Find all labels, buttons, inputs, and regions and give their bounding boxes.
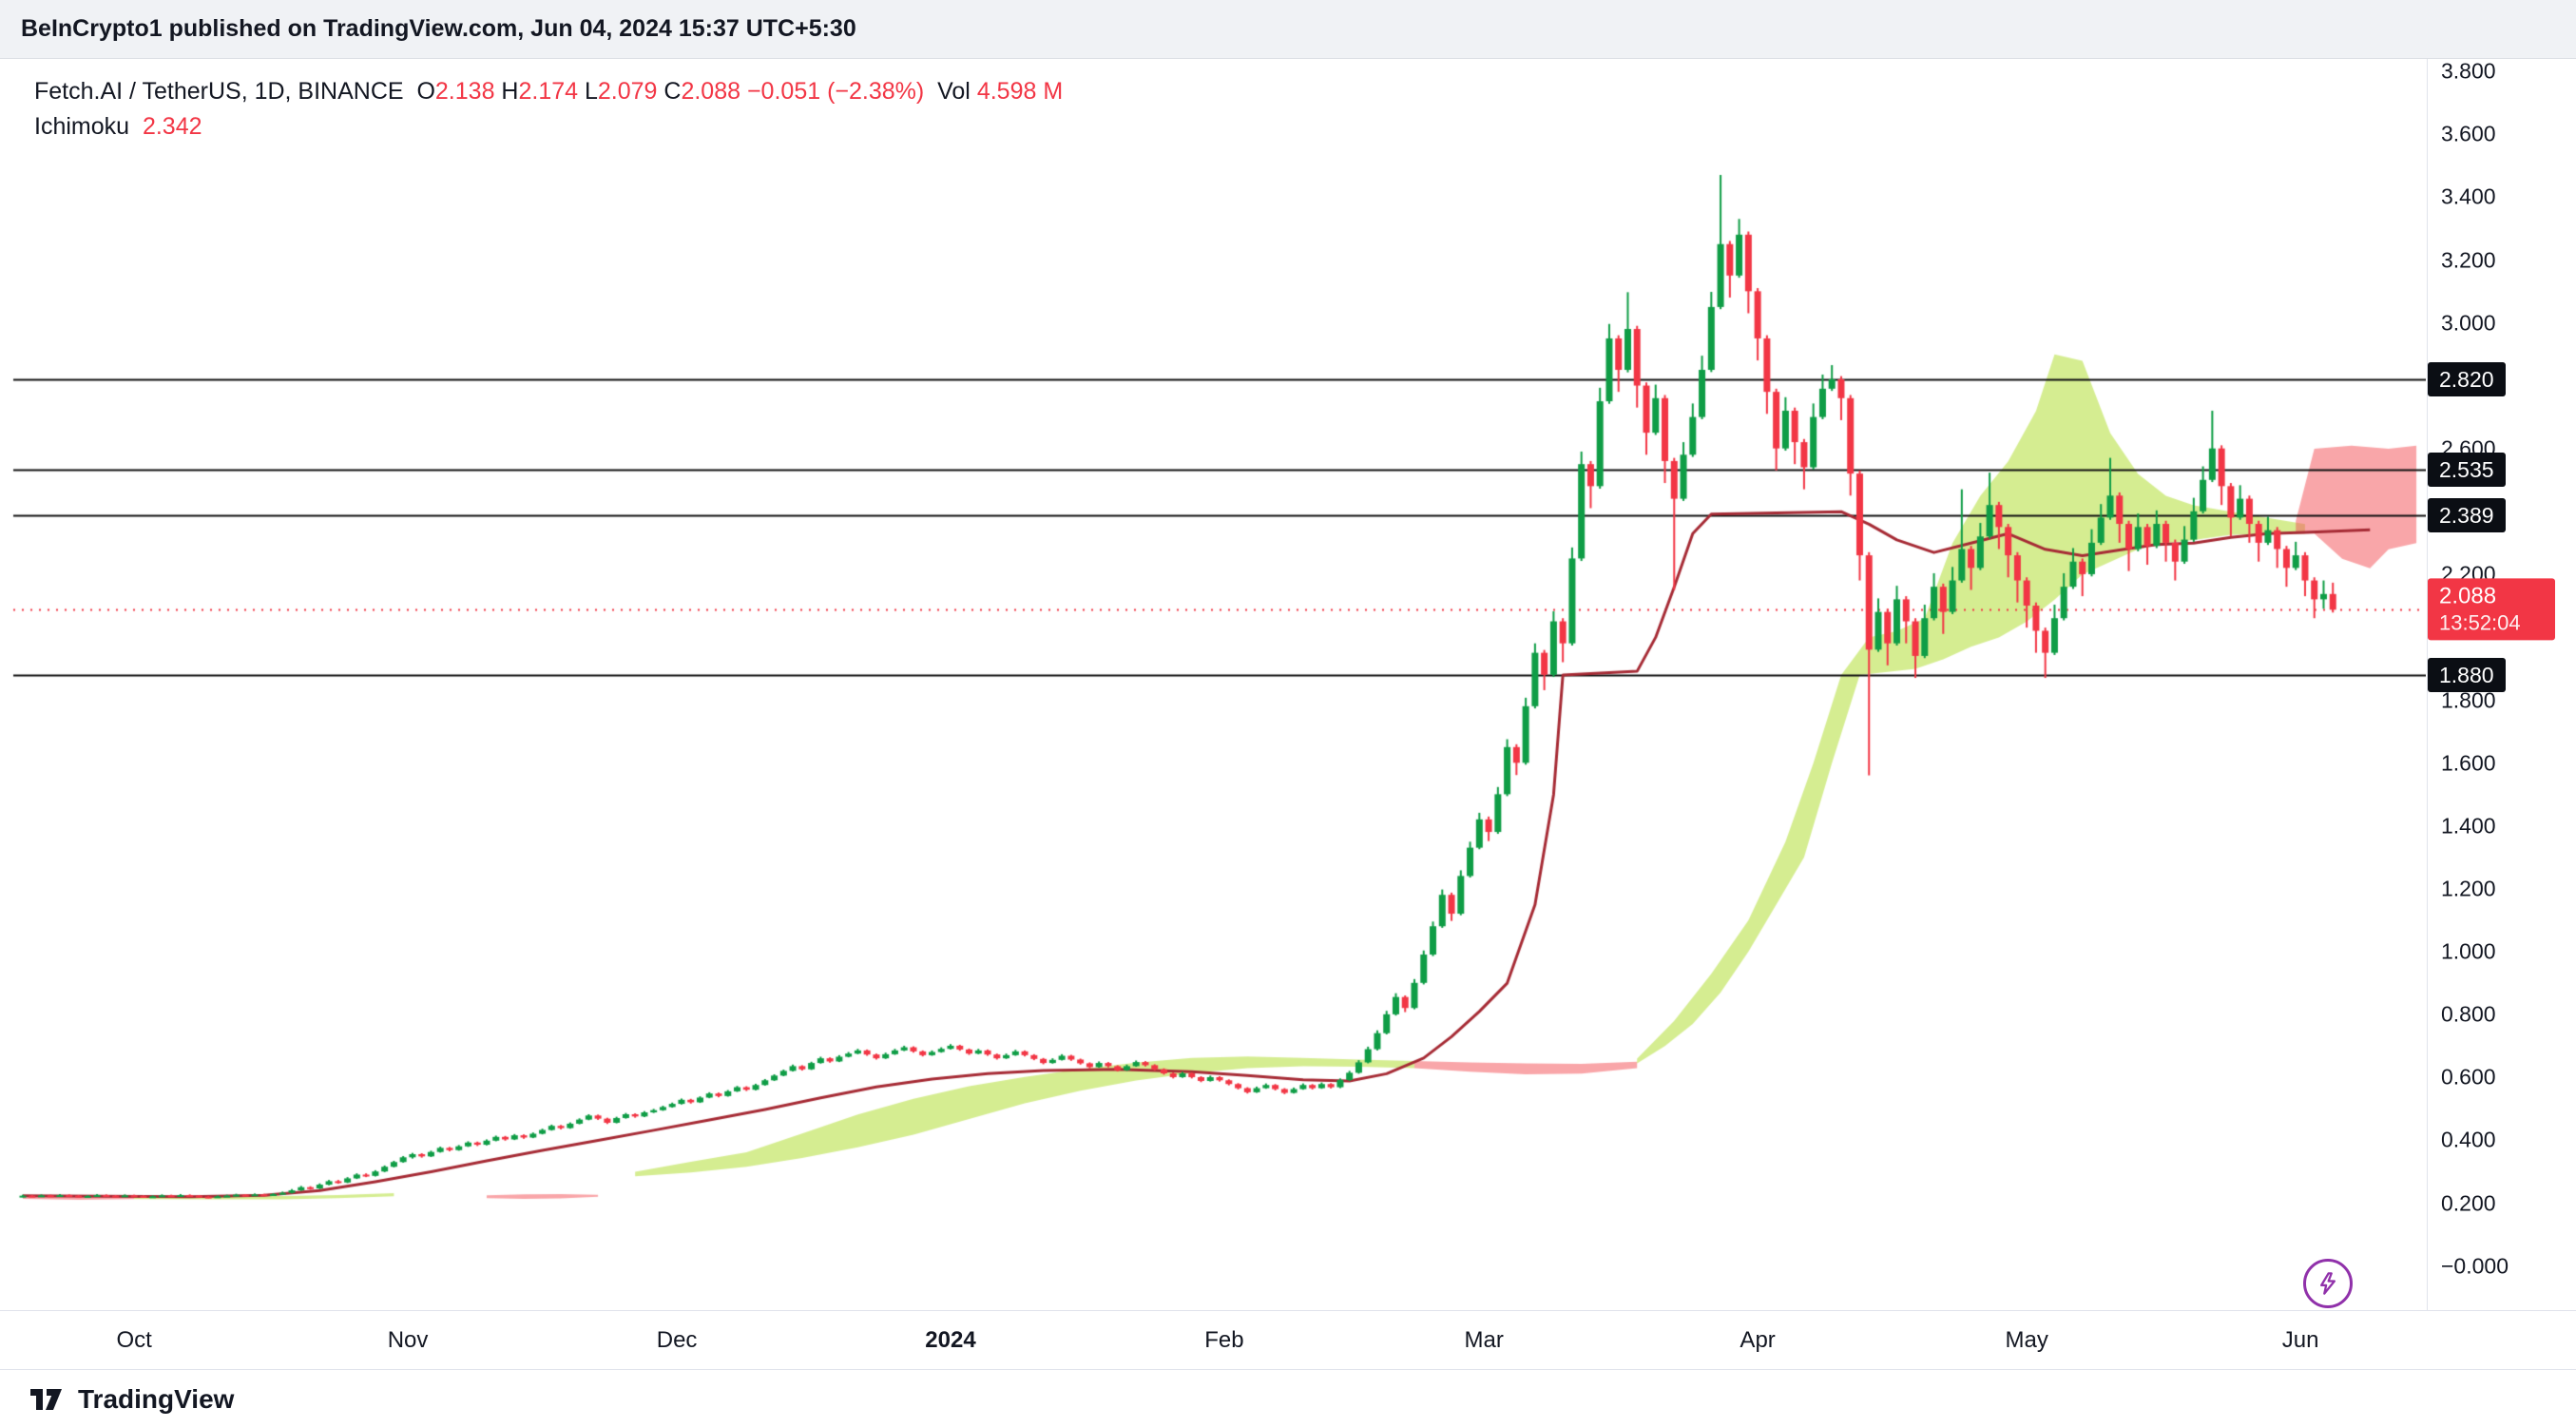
price-tick-3.200: 3.200: [2441, 247, 2496, 273]
ohlc-legend-row: Fetch.AI / TetherUS, 1D, BINANCE O 2.138 …: [34, 74, 1063, 109]
tradingview-logo-icon: [30, 1388, 62, 1410]
time-axis[interactable]: Oct Nov Dec 2024 Feb Mar Apr May Jun: [0, 1310, 2576, 1369]
time-tick-Feb: Feb: [1204, 1326, 1244, 1353]
legend-label: Fetch.AI / TetherUS, 1D, BINANCE: [34, 78, 404, 105]
price-tick-0.400: 0.400: [2441, 1127, 2496, 1152]
legend-label: L: [578, 78, 598, 105]
legend-value: 2.138: [434, 78, 495, 105]
price-tick-3.600: 3.600: [2441, 121, 2496, 146]
publish-banner-text: BeInCrypto1 published on TradingView.com…: [21, 15, 856, 42]
indicator-legend-row: Ichimoku 2.342: [34, 109, 1063, 145]
current-price-value: 2.088: [2439, 583, 2497, 609]
price-tick-3.400: 3.400: [2441, 183, 2496, 209]
legend-label: C: [657, 78, 682, 105]
time-tick-Jun: Jun: [2281, 1326, 2319, 1353]
legend-value: −0.051 (−2.38%): [740, 78, 925, 105]
price-tick-0.800: 0.800: [2441, 1001, 2496, 1027]
price-tick-0.600: 0.600: [2441, 1064, 2496, 1090]
time-tick-Apr: Apr: [1740, 1326, 1776, 1353]
price-tick-1.000: 1.000: [2441, 938, 2496, 964]
legend-value: 2.174: [518, 78, 579, 105]
legend-label: Vol: [924, 78, 977, 105]
price-tick-0.200: 0.200: [2441, 1190, 2496, 1216]
bar-countdown-timer: 13:52:04: [2439, 610, 2521, 635]
price-tick-3.000: 3.000: [2441, 310, 2496, 336]
tradingview-wordmark: TradingView: [78, 1383, 235, 1414]
time-tick-May: May: [2005, 1326, 2048, 1353]
price-tick-3.800: 3.800: [2441, 58, 2496, 84]
symbol-legend[interactable]: Fetch.AI / TetherUS, 1D, BINANCE O 2.138 …: [34, 74, 1063, 145]
time-tick-Nov: Nov: [387, 1326, 429, 1353]
flash-trade-button[interactable]: [2303, 1259, 2353, 1308]
chart-area: Fetch.AI / TetherUS, 1D, BINANCE O 2.138 …: [0, 59, 2576, 1310]
legend-label: H: [494, 78, 519, 105]
legend-value: 2.079: [597, 78, 658, 105]
legend-label: Ichimoku: [34, 113, 130, 140]
time-tick-Mar: Mar: [1464, 1326, 1504, 1353]
time-tick-Oct: Oct: [116, 1326, 152, 1353]
current-price-label: 2.088 13:52:04: [2428, 578, 2555, 641]
time-tick-2024: 2024: [925, 1326, 976, 1353]
time-tick-Dec: Dec: [656, 1326, 698, 1353]
price-tick-1.600: 1.600: [2441, 750, 2496, 776]
legend-label: O: [403, 78, 435, 105]
price-tick-1.400: 1.400: [2441, 813, 2496, 839]
price-axis[interactable]: 3.800 3.600 3.400 3.200 3.000 2.600 2.200 1.800…: [2427, 59, 2576, 1310]
lightning-bolt-icon: [2320, 1272, 2336, 1295]
level-price-label-2.820: 2.820: [2428, 362, 2506, 397]
legend-value: 4.598 M: [976, 78, 1064, 105]
price-tick-−0.000: −0.000: [2441, 1253, 2509, 1279]
level-price-label-2.535: 2.535: [2428, 452, 2506, 487]
legend-value: 2.088: [681, 78, 741, 105]
level-price-label-2.389: 2.389: [2428, 497, 2506, 532]
legend-value: 2.342: [129, 113, 202, 140]
level-price-label-1.880: 1.880: [2428, 658, 2506, 693]
tradingview-attribution[interactable]: TradingView: [0, 1369, 2576, 1428]
price-chart-canvas[interactable]: [0, 59, 2426, 1310]
price-tick-1.200: 1.200: [2441, 876, 2496, 901]
publish-banner: BeInCrypto1 published on TradingView.com…: [0, 0, 2576, 59]
